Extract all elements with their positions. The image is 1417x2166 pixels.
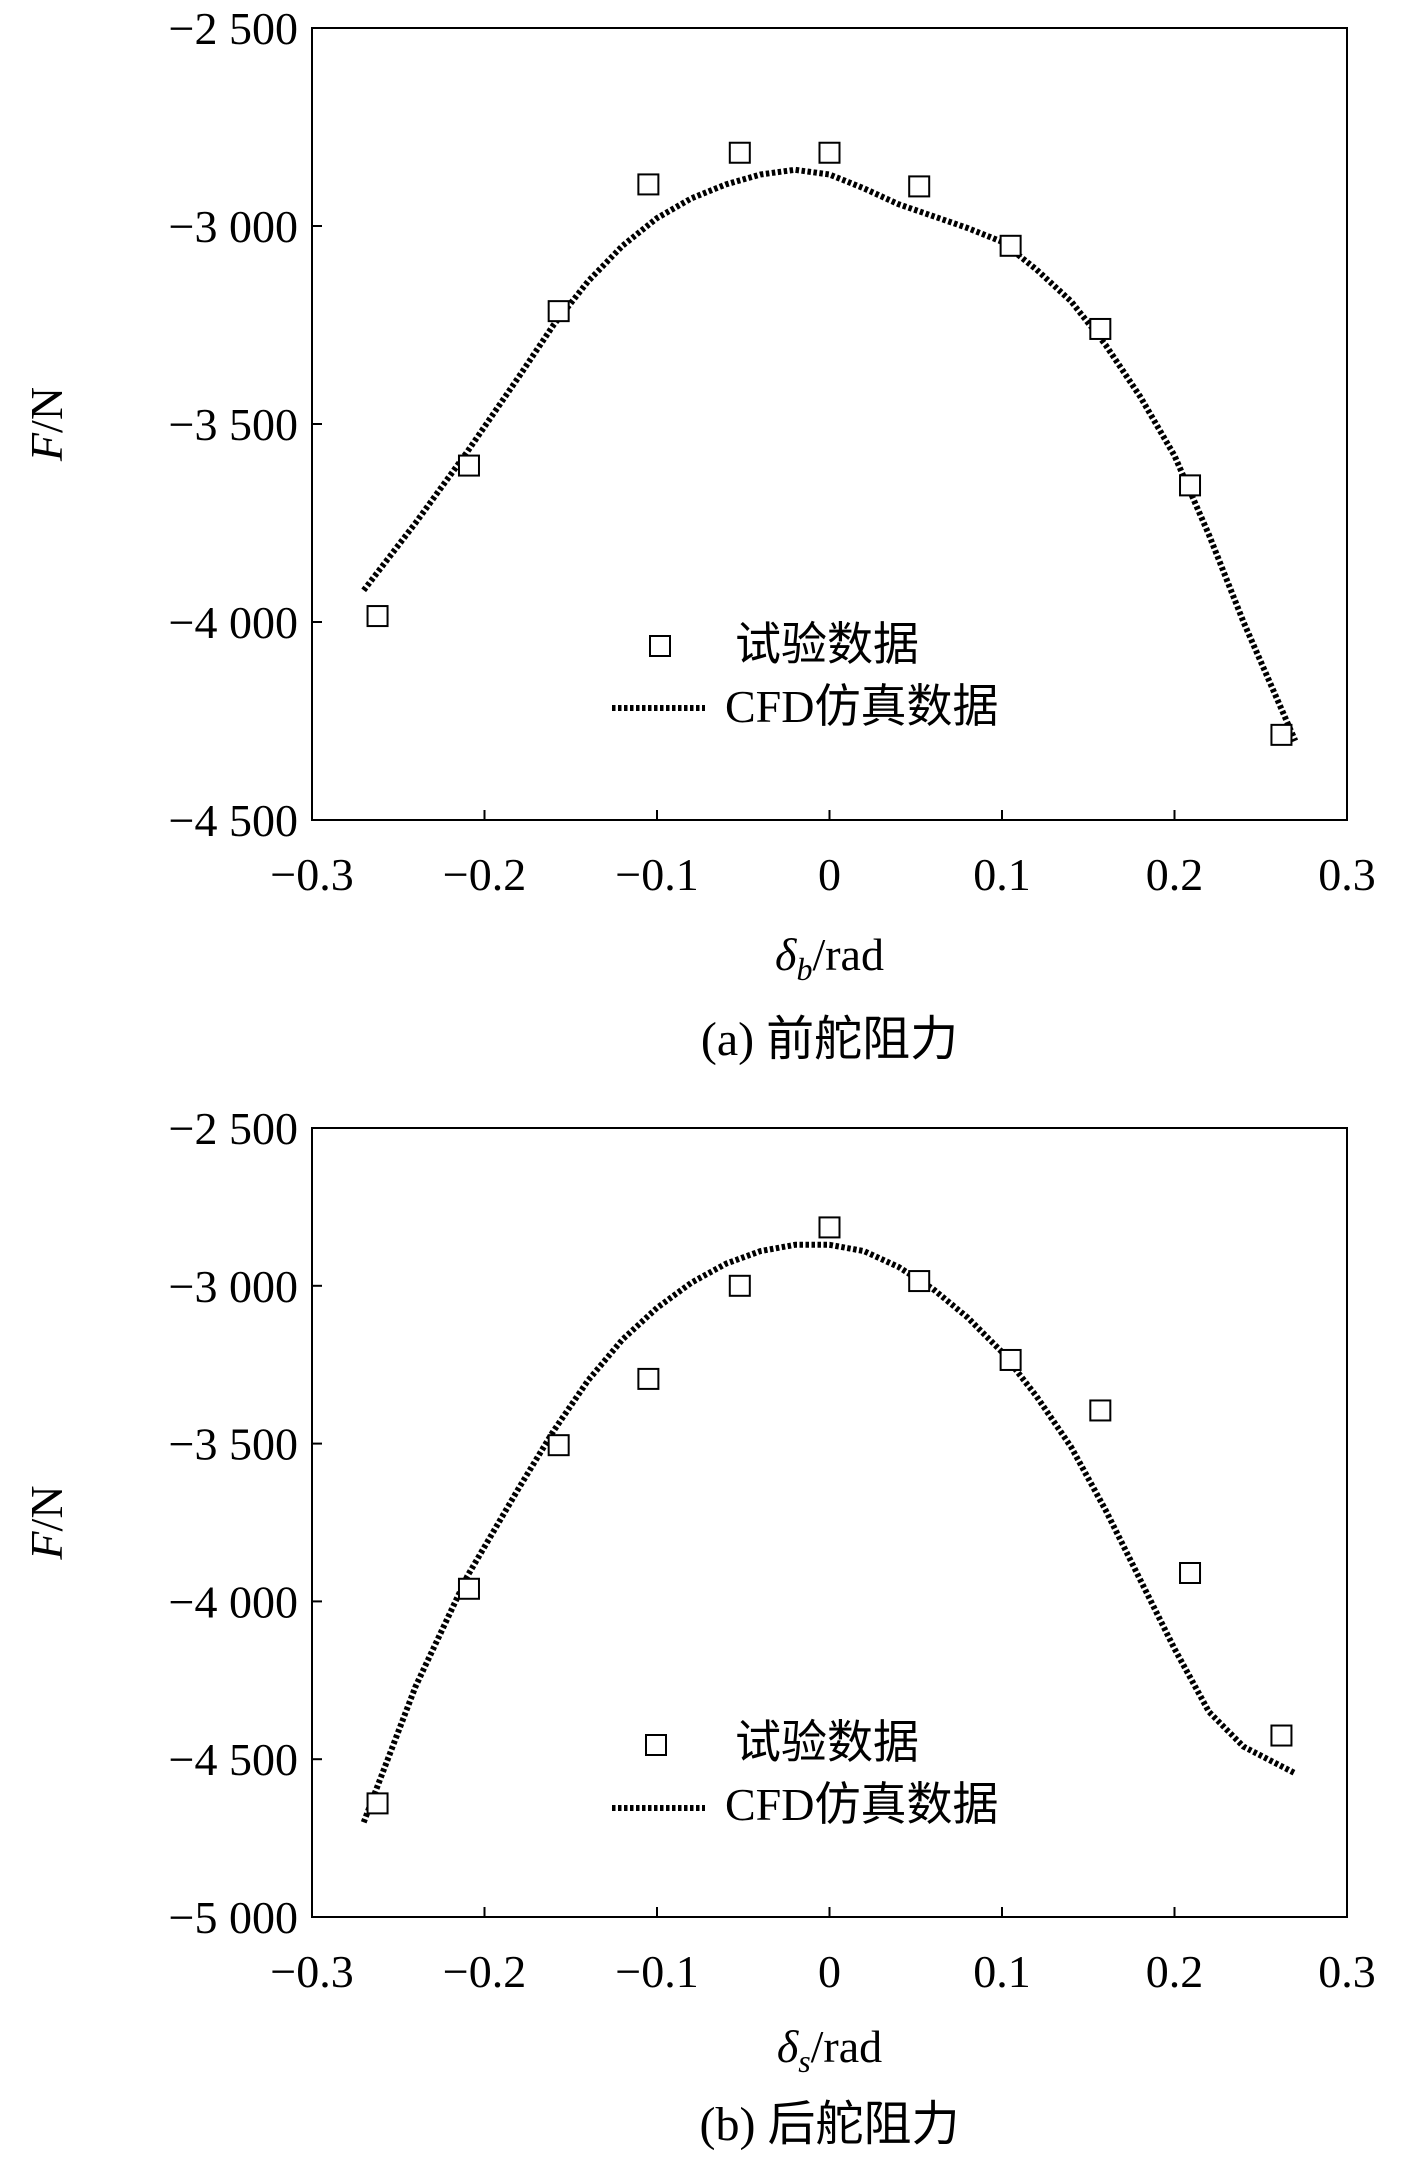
x-tick-label: 0 — [818, 849, 841, 900]
experimental-data-point — [457, 1577, 480, 1600]
experimental-data-point — [1270, 1724, 1293, 1747]
experimental-data-point — [1089, 1399, 1112, 1422]
experimental-data-point — [728, 141, 751, 164]
x-tick-label: 0.3 — [1318, 1946, 1376, 1997]
y-tick-label: −2 500 — [169, 1103, 298, 1154]
experimental-data-point — [908, 175, 931, 198]
experimental-data-point — [999, 234, 1022, 257]
x-tick-label: 0.2 — [1146, 849, 1204, 900]
experimental-data-point — [1089, 317, 1112, 340]
y-axis-unit: /N — [21, 1485, 72, 1531]
y-axis-label: F/N — [21, 1485, 72, 1560]
y-tick-label: −5 000 — [169, 1892, 298, 1943]
y-tick-label: −3 000 — [169, 1261, 298, 1312]
y-tick-label: −3 500 — [169, 1419, 298, 1470]
chart-a: −2 500 −3 000 −3 500 −4 000 −4 500−0.3 −0.2 −0… — [21, 3, 1376, 1066]
x-tick-label: 0 — [818, 1946, 841, 1997]
legend-label-experimental: 试验数据 — [735, 619, 919, 670]
legend-label-experimental: 试验数据 — [735, 1717, 919, 1768]
x-axis-unit: /rad — [811, 2021, 883, 2072]
x-tick-label: −0.3 — [270, 849, 353, 900]
experimental-data-point — [818, 1216, 841, 1239]
x-axis-symbol: δ — [775, 929, 797, 980]
experimental-data-point — [366, 1792, 389, 1815]
x-tick-label: −0.2 — [443, 1946, 526, 1997]
experimental-data-point — [637, 1367, 660, 1390]
y-axis-symbol: F — [21, 1531, 72, 1561]
y-tick-label: −2 500 — [169, 3, 298, 54]
x-tick-label: 0.3 — [1318, 849, 1376, 900]
experimental-data-point — [728, 1274, 751, 1297]
y-axis-label: F/N — [21, 387, 72, 462]
y-tick-label: −4 000 — [169, 1576, 298, 1627]
experimental-data-point — [547, 1434, 570, 1457]
y-tick-label: −4 500 — [169, 795, 298, 846]
x-axis-unit: /rad — [812, 929, 884, 980]
x-axis-label: δb/rad — [775, 929, 884, 987]
cfd-simulation-line — [360, 1241, 1297, 1824]
y-tick-label: −3 500 — [169, 399, 298, 450]
y-axis-unit: /N — [21, 387, 72, 433]
x-axis-symbol: δ — [777, 2021, 799, 2072]
y-tick-label: −4 500 — [169, 1734, 298, 1785]
x-axis-label: δs/rad — [777, 2021, 882, 2079]
x-axis-subscript: s — [798, 2043, 810, 2079]
experimental-data-point — [999, 1348, 1022, 1371]
experimental-data-point — [908, 1270, 931, 1293]
experimental-data-point — [1179, 474, 1202, 497]
y-tick-label: −3 000 — [169, 201, 298, 252]
x-tick-label: −0.1 — [615, 849, 698, 900]
experimental-data-point — [637, 173, 660, 196]
x-tick-label: 0.1 — [973, 1946, 1031, 1997]
experimental-data-point — [547, 300, 570, 323]
legend-label-cfd: CFD仿真数据 — [725, 1779, 998, 1830]
x-tick-label: 0.1 — [973, 849, 1031, 900]
x-tick-label: 0.2 — [1146, 1946, 1204, 1997]
legend-square-marker — [649, 635, 671, 657]
legend: 试验数据 CFD仿真数据 — [612, 1717, 998, 1830]
x-tick-label: −0.1 — [615, 1946, 698, 1997]
experimental-data-point — [818, 141, 841, 164]
chart-caption: (b) 后舵阻力 — [700, 2098, 960, 2151]
y-tick-label: −4 000 — [169, 597, 298, 648]
experimental-data-point — [457, 454, 480, 477]
experimental-data-point — [1179, 1561, 1202, 1584]
x-tick-label: −0.2 — [443, 849, 526, 900]
legend-label-cfd: CFD仿真数据 — [725, 681, 998, 732]
experimental-data-point — [1270, 723, 1293, 746]
y-axis-symbol: F — [21, 432, 72, 462]
chart-b: −2 500 −3 000 −3 500 −4 000 −4 500 −5 000−0.3… — [21, 1103, 1376, 2151]
x-axis-subscript: b — [796, 951, 812, 987]
experimental-data-point — [366, 605, 389, 628]
chart-caption: (a) 前舵阻力 — [701, 1013, 958, 1066]
legend: 试验数据 CFD仿真数据 — [612, 619, 998, 732]
x-tick-label: −0.3 — [270, 1946, 353, 1997]
legend-square-marker — [645, 1734, 667, 1756]
